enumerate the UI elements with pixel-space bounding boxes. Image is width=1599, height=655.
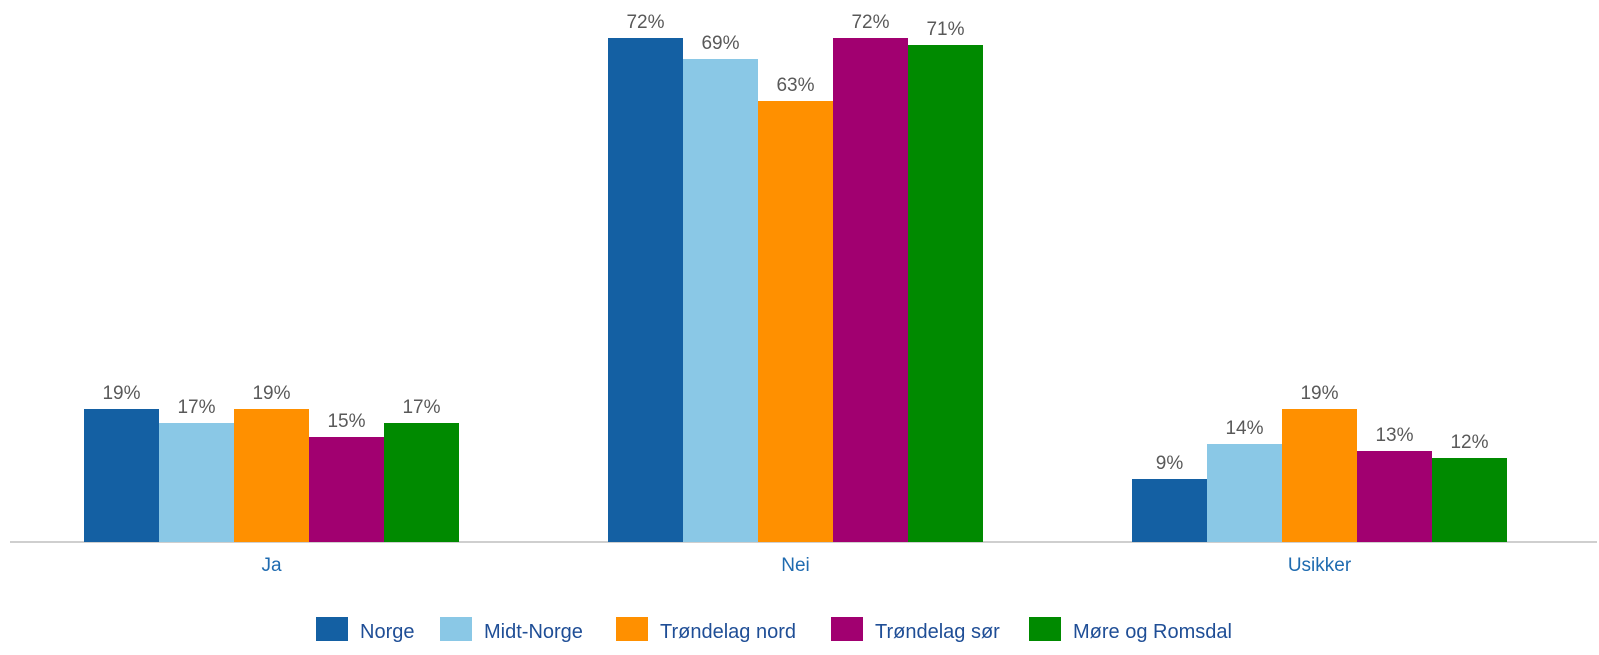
legend: Norge Midt-Norge Trøndelag nord Trøndelag s… (316, 617, 1232, 643)
bar-nei-norge (608, 38, 683, 542)
data-label-usikker-norge: 9% (1156, 453, 1184, 474)
legend-item-norge: Norge (316, 617, 414, 643)
legend-item-more-og-romsdal: Møre og Romsdal (1029, 617, 1232, 643)
data-label-ja-norge: 19% (102, 383, 140, 404)
data-labels: 19% 17% 19% 15% 17% 72% 69% 63% 72% 71% 9% 14% 19% 13… (102, 12, 1488, 474)
bars (84, 38, 1507, 542)
legend-swatch-more-og-romsdal (1029, 617, 1061, 641)
data-label-nei-norge: 72% (626, 12, 664, 33)
data-label-ja-midt-norge: 17% (177, 397, 215, 418)
data-label-usikker-trondelag-nord: 19% (1300, 383, 1338, 404)
data-label-ja-more-og-romsdal: 17% (402, 397, 440, 418)
legend-swatch-trondelag-sor (831, 617, 863, 641)
bar-nei-midt-norge (683, 59, 758, 542)
legend-label-trondelag-sor: Trøndelag sør (875, 621, 1000, 643)
bar-usikker-trondelag-sor (1357, 451, 1432, 542)
legend-swatch-midt-norge (440, 617, 472, 641)
data-label-nei-more-og-romsdal: 71% (926, 19, 964, 40)
legend-label-more-og-romsdal: Møre og Romsdal (1073, 621, 1232, 643)
category-label-ja: Ja (261, 555, 282, 576)
bar-ja-trondelag-nord (234, 409, 309, 542)
legend-label-norge: Norge (360, 621, 414, 643)
data-label-nei-trondelag-nord: 63% (776, 75, 814, 96)
legend-swatch-norge (316, 617, 348, 641)
bar-ja-midt-norge (159, 423, 234, 542)
data-label-usikker-trondelag-sor: 13% (1375, 425, 1413, 446)
data-label-nei-midt-norge: 69% (701, 33, 739, 54)
data-label-usikker-midt-norge: 14% (1225, 418, 1263, 439)
legend-label-midt-norge: Midt-Norge (484, 621, 583, 643)
data-label-ja-trondelag-nord: 19% (252, 383, 290, 404)
legend-item-trondelag-sor: Trøndelag sør (831, 617, 1000, 643)
legend-label-trondelag-nord: Trøndelag nord (660, 621, 796, 643)
bar-ja-norge (84, 409, 159, 542)
category-labels: Ja Nei Usikker (261, 555, 1351, 576)
bar-usikker-norge (1132, 479, 1207, 542)
bar-nei-trondelag-nord (758, 101, 833, 542)
legend-item-trondelag-nord: Trøndelag nord (616, 617, 796, 643)
bar-usikker-midt-norge (1207, 444, 1282, 542)
bar-usikker-more-og-romsdal (1432, 458, 1507, 542)
bar-ja-trondelag-sor (309, 437, 384, 542)
legend-swatch-trondelag-nord (616, 617, 648, 641)
data-label-usikker-more-og-romsdal: 12% (1450, 432, 1488, 453)
legend-item-midt-norge: Midt-Norge (440, 617, 583, 643)
bar-nei-trondelag-sor (833, 38, 908, 542)
category-label-nei: Nei (781, 555, 810, 576)
bar-usikker-trondelag-nord (1282, 409, 1357, 542)
bar-nei-more-og-romsdal (908, 45, 983, 542)
bar-ja-more-og-romsdal (384, 423, 459, 542)
category-label-usikker: Usikker (1288, 555, 1352, 576)
data-label-nei-trondelag-sor: 72% (851, 12, 889, 33)
data-label-ja-trondelag-sor: 15% (327, 411, 365, 432)
